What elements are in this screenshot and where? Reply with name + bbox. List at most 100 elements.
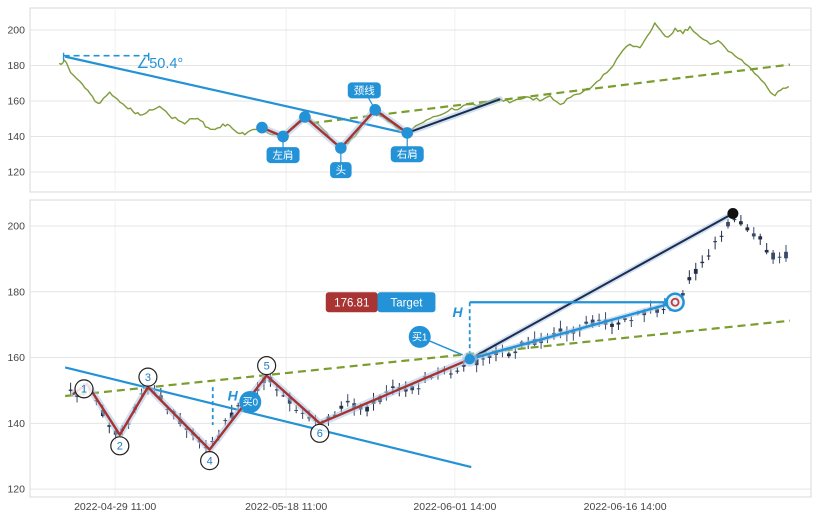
- candle-body: [597, 319, 602, 321]
- y-tick-label: 180: [7, 60, 25, 72]
- candle-body: [365, 406, 369, 412]
- candle-body: [732, 219, 737, 221]
- end-dot: [727, 207, 739, 219]
- candle-body: [680, 293, 685, 296]
- target-price-box[interactable]: [325, 292, 378, 313]
- pattern-dot[interactable]: [256, 121, 268, 134]
- buy1-marker[interactable]: [408, 325, 431, 348]
- candle-body: [410, 386, 415, 391]
- target-point-ring[interactable]: [665, 292, 685, 313]
- zigzag-point-circle[interactable]: [74, 379, 94, 399]
- zigzag-point-number: 3: [145, 372, 151, 384]
- candle-body: [700, 261, 705, 264]
- label-box-neckline[interactable]: [347, 82, 381, 99]
- candle-body: [294, 409, 299, 411]
- trendline-descending[interactable]: [64, 55, 413, 136]
- candle-body: [751, 233, 756, 237]
- zigzag-point-circle[interactable]: [200, 451, 220, 471]
- y-tick-label: 160: [7, 352, 25, 364]
- panel-background: [29, 199, 812, 498]
- target-point-inner-ring: [670, 297, 680, 307]
- label-box-head[interactable]: [330, 162, 352, 179]
- candle-body: [281, 395, 286, 397]
- candle-body: [416, 388, 421, 390]
- target-box[interactable]: [377, 292, 436, 313]
- candle-body: [713, 241, 718, 243]
- candle-body: [474, 358, 479, 366]
- x-tick-label: 2022-04-29 11:00: [74, 501, 156, 513]
- angle-label[interactable]: ∠50.4°: [136, 56, 183, 72]
- candle-body: [738, 221, 743, 225]
- target-line[interactable]: [469, 301, 676, 361]
- y-tick-label: 180: [7, 286, 25, 298]
- candle-body: [506, 353, 511, 357]
- y-tick-label: 160: [7, 95, 25, 107]
- trendline-ascending-dashed[interactable]: [311, 63, 791, 125]
- target-price-text: 176.81: [334, 297, 369, 309]
- candle-body: [693, 268, 698, 274]
- shared-x-axis: 2022-04-29 11:00 2022-05-18 11:00 2022-06-…: [74, 501, 667, 513]
- candle-body: [706, 255, 711, 257]
- candle-body: [726, 221, 730, 227]
- label-text-left-shoulder: 左肩: [273, 149, 294, 162]
- zigzag-point-number: 5: [264, 360, 270, 372]
- candle-body: [777, 256, 782, 258]
- label-text-neckline: 颈线: [354, 84, 375, 97]
- label-text-head: 头: [336, 165, 347, 177]
- zigzag-point-circle[interactable]: [110, 436, 130, 456]
- pattern-dot[interactable]: [299, 111, 311, 123]
- continuation-line[interactable]: [406, 98, 501, 134]
- candle-body: [223, 420, 228, 422]
- projection-line[interactable]: [469, 212, 734, 361]
- y-tick-label: 140: [7, 131, 25, 143]
- zigzag-point-circle[interactable]: [310, 423, 330, 443]
- candle-body: [584, 321, 589, 324]
- label-box-left-shoulder[interactable]: [266, 147, 300, 164]
- candle-body: [758, 236, 763, 240]
- candle-body: [616, 322, 621, 325]
- buy0-marker[interactable]: [239, 390, 262, 413]
- zigzag-point-number: 6: [317, 428, 323, 440]
- candle-body: [461, 364, 466, 367]
- zigzag-point-number: 4: [207, 455, 213, 467]
- zigzag-point-number: 2: [117, 441, 123, 453]
- candle-body: [339, 405, 344, 409]
- h-label: H: [228, 387, 239, 403]
- bottom-panel: 120 140 160 180 200 H H 176.81 Target 1 2 3 4 5 6 买0 买1: [7, 199, 812, 498]
- candle-body: [68, 389, 73, 391]
- candle-body: [448, 373, 453, 375]
- target-box-text: Target: [390, 297, 423, 309]
- candle-body: [75, 394, 79, 398]
- trendline-descending[interactable]: [64, 366, 472, 469]
- zigzag-point-circle[interactable]: [138, 367, 158, 387]
- x-tick-label: 2022-06-01 14:00: [413, 501, 496, 513]
- x-tick-label: 2022-06-16 14:00: [584, 501, 667, 513]
- candle-body: [558, 328, 563, 332]
- candle-body: [610, 323, 614, 327]
- candle-body: [390, 386, 395, 388]
- label-text-right-shoulder: 右肩: [397, 148, 418, 161]
- candle-body: [655, 308, 660, 313]
- candle-body: [745, 227, 750, 231]
- candle-body: [687, 277, 692, 281]
- trendline-ascending-dashed[interactable]: [65, 319, 791, 398]
- candle-body: [274, 389, 279, 391]
- candle-body: [784, 251, 788, 259]
- pattern-dot[interactable]: [369, 104, 382, 116]
- candle-body: [764, 249, 769, 253]
- candle-body: [481, 358, 485, 360]
- candle-body: [487, 355, 492, 358]
- zigzag-point-number: 1: [81, 384, 87, 396]
- x-tick-label: 2022-05-18 11:00: [245, 501, 327, 513]
- candle-body: [719, 235, 724, 237]
- candle-body: [300, 412, 305, 414]
- candle-body: [513, 351, 518, 354]
- label-box-right-shoulder[interactable]: [390, 146, 424, 163]
- y-tick-label: 120: [7, 166, 25, 178]
- buy1-point-marker[interactable]: [464, 353, 475, 365]
- candle-body: [345, 400, 350, 403]
- zigzag-point-circle[interactable]: [257, 356, 277, 376]
- y-tick-label: 140: [7, 418, 25, 430]
